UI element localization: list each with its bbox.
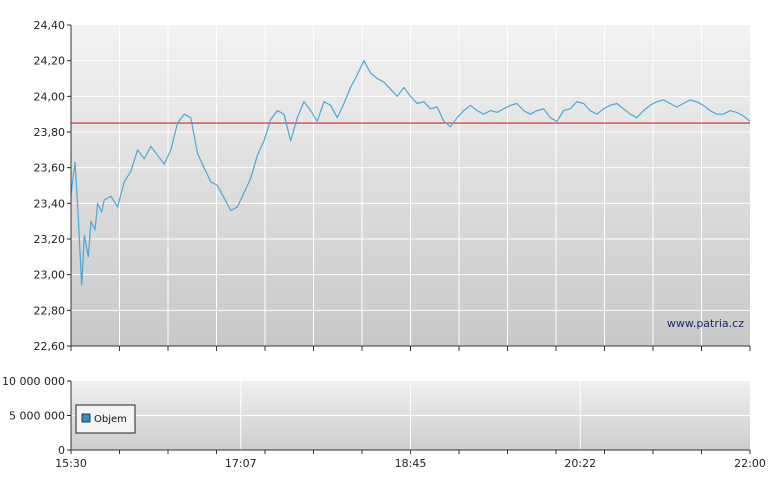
price-y-tick-label: 24,00 xyxy=(34,90,66,103)
x-tick-label: 22:00 xyxy=(734,457,766,470)
price-y-tick-label: 23,40 xyxy=(34,197,66,210)
price-y-tick-label: 23,60 xyxy=(34,162,66,175)
price-y-tick-label: 24,20 xyxy=(34,55,66,68)
volume-y-tick-label: 0 xyxy=(58,444,65,457)
price-panel: 22,60 22,80 23,00 23,20 23,40 23,60 23,80 24,00… xyxy=(34,19,751,353)
x-tick-label: 20:22 xyxy=(564,457,596,470)
volume-legend: Objem xyxy=(75,404,136,434)
watermark-text: www.patria.cz xyxy=(667,317,744,330)
volume-y-tick-label: 10 000 000 xyxy=(2,375,65,388)
price-y-tick-label: 22,60 xyxy=(34,340,66,353)
price-y-tick-label: 23,00 xyxy=(34,269,66,282)
x-tick-label: 18:45 xyxy=(395,457,427,470)
legend-swatch xyxy=(81,413,91,423)
price-y-tick-label: 23,20 xyxy=(34,233,66,246)
x-tick-label: 17:07 xyxy=(225,457,257,470)
price-y-tick-label: 23,80 xyxy=(34,126,66,139)
price-y-tick-label: 24,40 xyxy=(34,19,66,32)
volume-panel: 0 5 000 000 10 000 000 15:30 17:07 18:45 20:22… xyxy=(2,375,766,470)
legend-box xyxy=(75,404,136,434)
volume-y-tick-label: 5 000 000 xyxy=(9,410,65,423)
price-series-line xyxy=(70,60,751,286)
price-y-tick-label: 22,80 xyxy=(34,304,66,317)
legend-label: Objem xyxy=(94,414,127,425)
x-tick-label: 15:30 xyxy=(55,457,87,470)
